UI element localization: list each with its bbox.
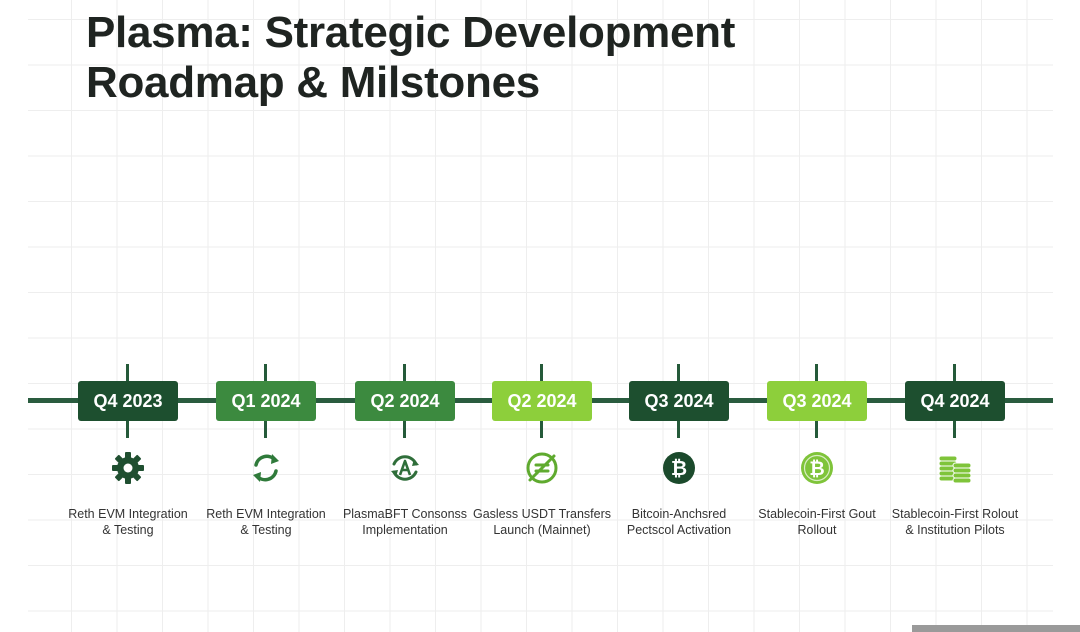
connector-top bbox=[815, 364, 818, 382]
date-pill: Q2 2024 bbox=[355, 381, 455, 421]
label-line-1: Bitcoin-Anchsred bbox=[631, 507, 727, 521]
connector-top bbox=[677, 364, 680, 382]
milestone-q3-2024-stablecoin: Q3 2024 ₿ Stablecoin-First Gout Rollout bbox=[758, 364, 905, 544]
title-line-2: Roadmap & Milstones bbox=[86, 58, 540, 107]
milestone-label: Gasless USDT Transfers Launch (Mainnet) bbox=[462, 506, 622, 538]
milestone-q3-2024-bitcoin: Q3 2024 ₿ Bitcoin-Anchsred Pectscol Acti… bbox=[627, 364, 767, 544]
coin-stack-icon bbox=[937, 450, 973, 486]
background-grid bbox=[28, 0, 1053, 632]
connector-top bbox=[264, 364, 267, 382]
milestone-label: Bitcoin-Anchsred Pectscol Activation bbox=[599, 506, 759, 538]
milestone-q4-2023: Q4 2023 Reth EVM Integration & Testing bbox=[68, 364, 216, 544]
label-line-2: Implementation bbox=[362, 523, 448, 537]
label-line-2: & Testing bbox=[240, 523, 292, 537]
label-line-2: & Testing bbox=[102, 523, 154, 537]
connector-bottom bbox=[953, 420, 956, 438]
no-fee-icon bbox=[524, 450, 560, 486]
label-line-2: & Institution Pilots bbox=[905, 523, 1005, 537]
title-line-1: Plasma: Strategic Development bbox=[86, 8, 736, 57]
connector-bottom bbox=[540, 420, 543, 438]
milestone-label: Reth EVM Integration & Testing bbox=[48, 506, 208, 538]
gear-icon bbox=[110, 450, 146, 486]
bottom-edge-bar bbox=[912, 625, 1080, 632]
label-line-1: PlasmaBFT Consonss bbox=[342, 507, 468, 521]
connector-bottom bbox=[126, 420, 129, 438]
connector-top bbox=[953, 364, 956, 382]
svg-text:₿: ₿ bbox=[671, 456, 687, 480]
connector-bottom bbox=[403, 420, 406, 438]
page-title: Plasma: Strategic Development Roadmap & … bbox=[86, 8, 735, 108]
milestone-label: Stablecoin-First Gout Rollout bbox=[737, 506, 897, 538]
connector-top bbox=[403, 364, 406, 382]
milestone-q4-2024: Q4 2024 Stablecoin-First Rolout & Instit… bbox=[892, 364, 1043, 544]
milestone-q1-2024: Q1 2024 Reth EVM Integration & Testing bbox=[206, 364, 354, 544]
svg-text:₿: ₿ bbox=[809, 458, 824, 480]
label-line-2: Pectscol Activation bbox=[626, 523, 732, 537]
connector-top bbox=[126, 364, 129, 382]
label-line-1: Reth EVM Integration bbox=[206, 507, 326, 521]
connector-bottom bbox=[677, 420, 680, 438]
date-pill: Q3 2024 bbox=[767, 381, 867, 421]
date-pill: Q1 2024 bbox=[216, 381, 316, 421]
bitcoin-coin-icon: ₿ bbox=[799, 450, 835, 486]
milestone-label: PlasmaBFT Consonss Implementation bbox=[325, 506, 485, 538]
label-line-1: Stablecoin-First Gout bbox=[758, 507, 876, 521]
label-line-1: Stablecoin-First Rolout bbox=[891, 507, 1019, 521]
bitcoin-icon: ₿ bbox=[661, 450, 697, 486]
date-pill: Q4 2024 bbox=[905, 381, 1005, 421]
connector-bottom bbox=[264, 420, 267, 438]
date-pill: Q2 2024 bbox=[492, 381, 592, 421]
label-line-1: Gasless USDT Transfers bbox=[472, 507, 611, 521]
connector-top bbox=[540, 364, 543, 382]
milestone-label: Stablecoin-First Rolout & Institution Pi… bbox=[875, 506, 1035, 538]
consensus-icon bbox=[387, 450, 423, 486]
label-line-1: Reth EVM Integration bbox=[68, 507, 188, 521]
sync-arrows-icon bbox=[248, 450, 284, 486]
label-line-2: Launch (Mainnet) bbox=[493, 523, 591, 537]
date-pill: Q3 2024 bbox=[629, 381, 729, 421]
connector-bottom bbox=[815, 420, 818, 438]
milestone-q2-2024-gasless: Q2 2024 Gasless USDT Transfers Launch (M… bbox=[473, 364, 630, 544]
date-pill: Q4 2023 bbox=[78, 381, 178, 421]
milestone-q2-2024-consensus: Q2 2024 PlasmaBFT Consonss Implementatio… bbox=[343, 364, 493, 544]
label-line-2: Rollout bbox=[797, 523, 837, 537]
milestone-label: Reth EVM Integration & Testing bbox=[186, 506, 346, 538]
